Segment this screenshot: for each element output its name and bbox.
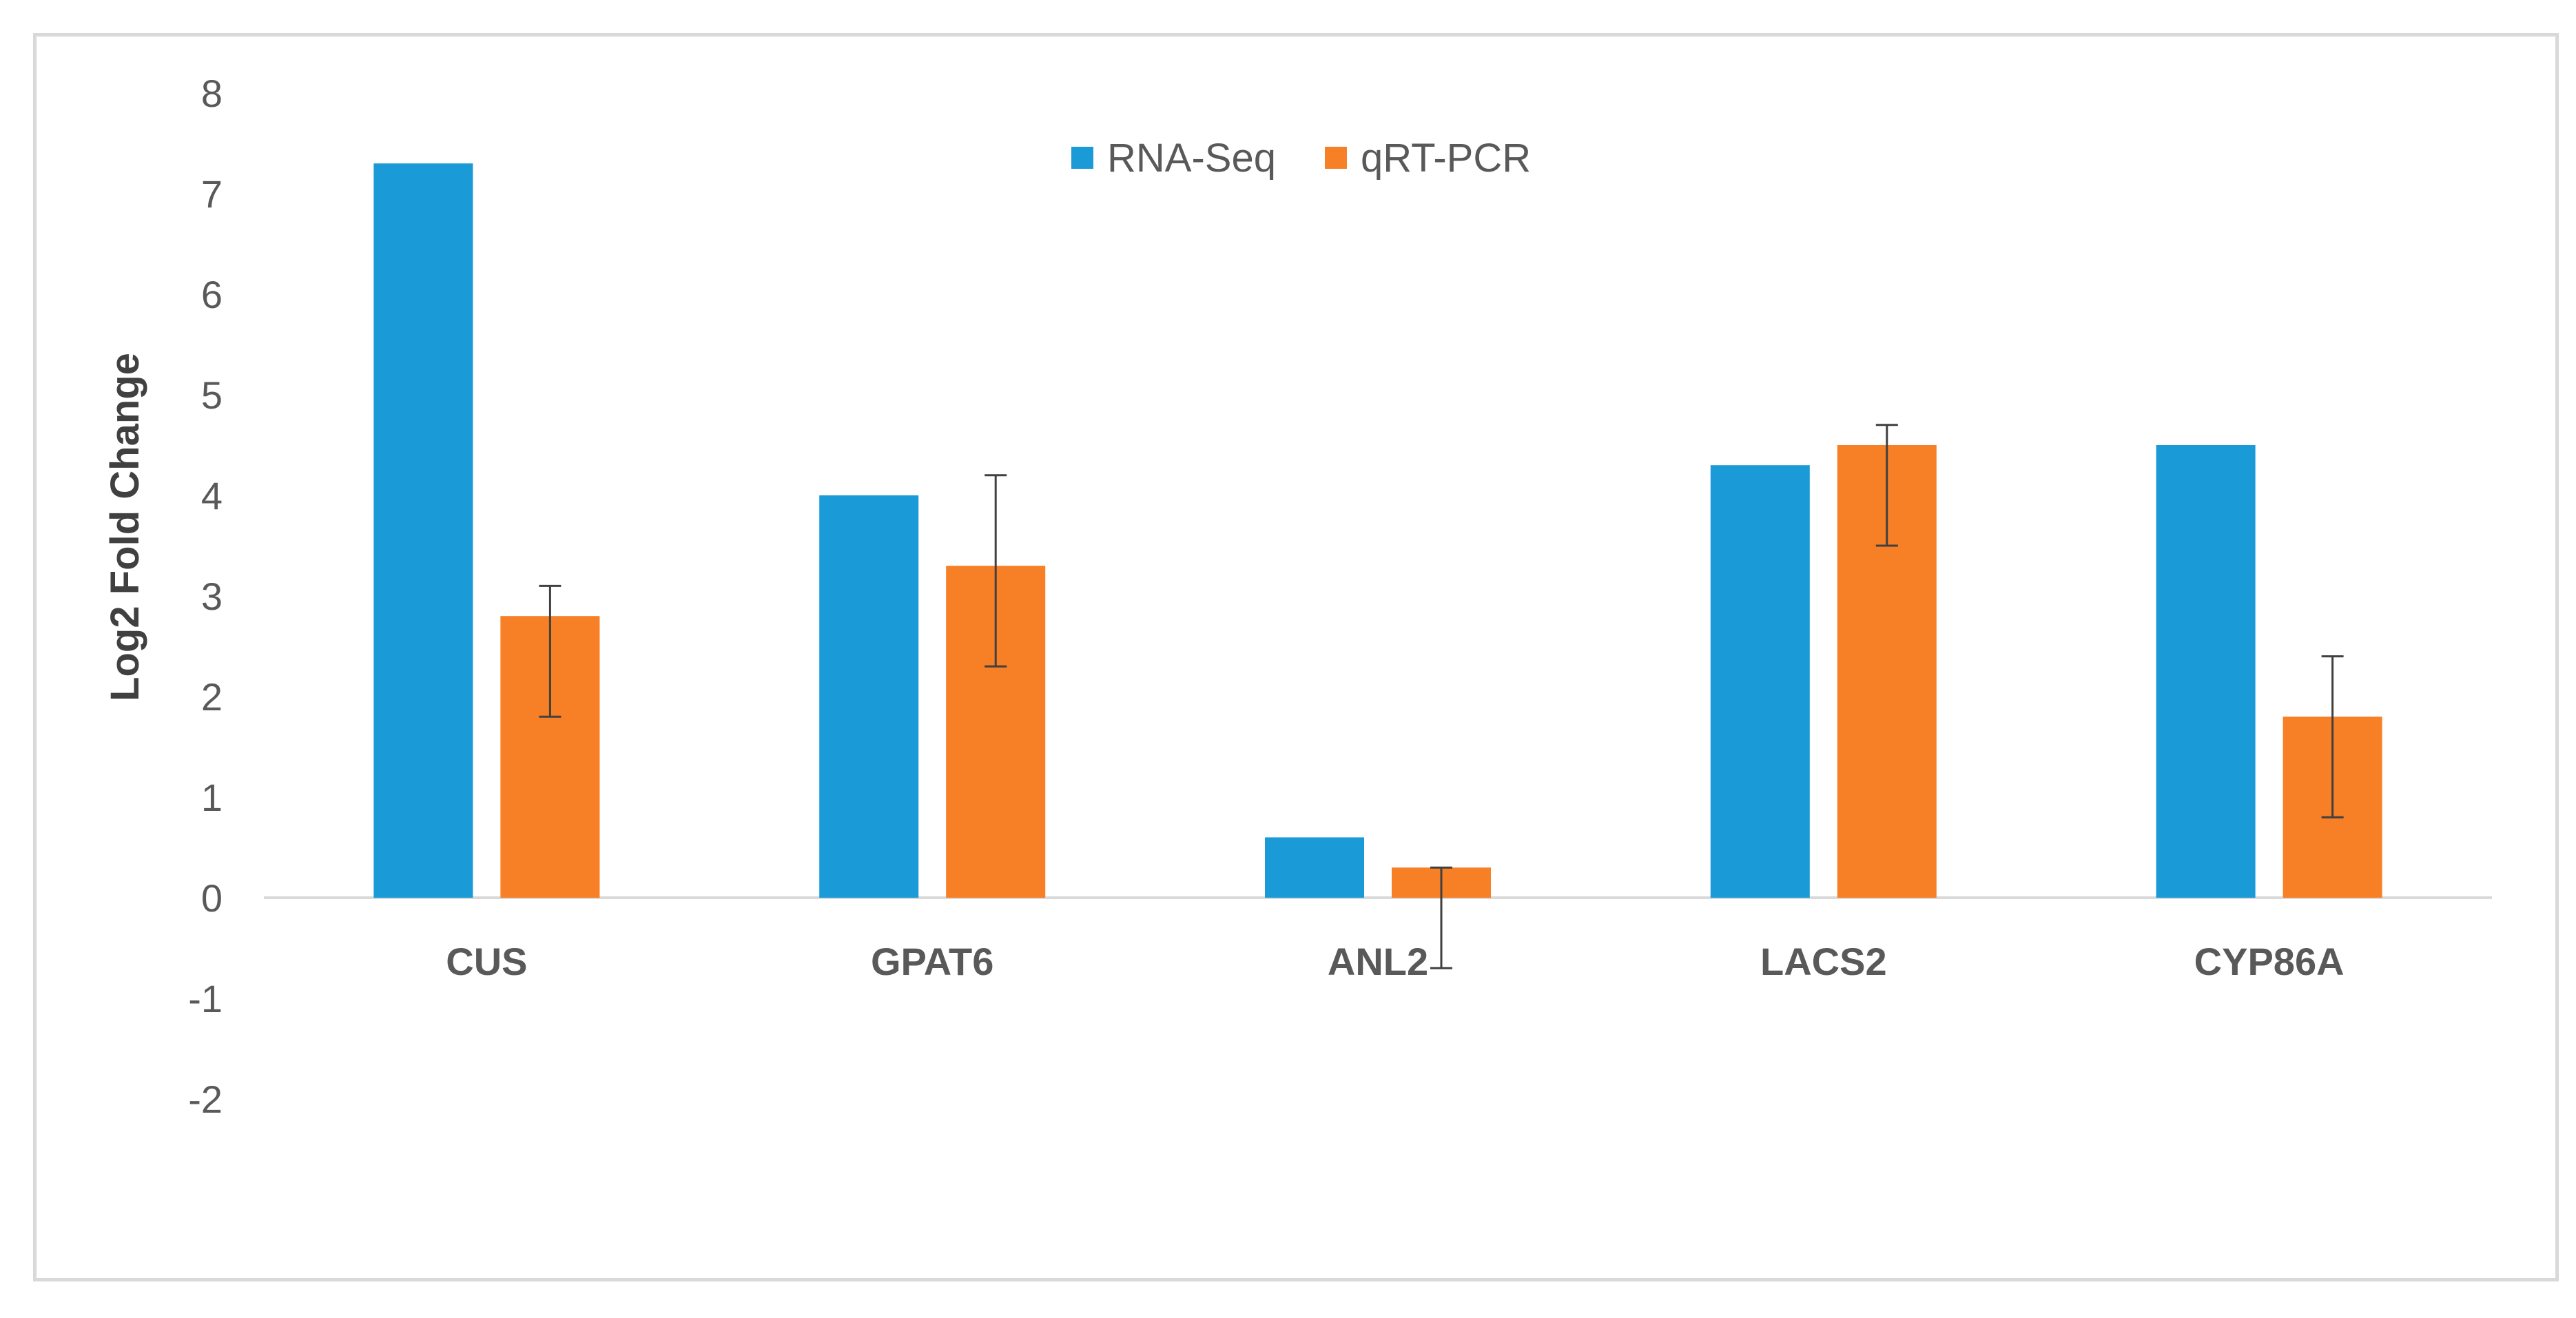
y-tick-label: 3 [201,575,223,618]
y-tick-label: -1 [188,977,223,1020]
y-tick-label: 6 [201,273,223,316]
y-tick-label: 8 [201,72,223,115]
error-bar-group [539,424,2344,969]
bar-group [373,163,2382,898]
y-tick-label: 0 [201,876,223,920]
bar-rna-seq-cyp86a [2156,445,2256,898]
y-tick-label: 4 [201,474,223,517]
category-labels: CUS GPAT6 ANL2 LACS2 CYP86A [446,940,2344,983]
bar-rna-seq-gpat6 [819,495,919,898]
legend-swatch-qrt-pcr [1325,147,1347,169]
y-tick-label: 1 [201,776,223,819]
y-tick-label: 2 [201,675,223,719]
x-category-label: ANL2 [1328,940,1428,983]
bar-rna-seq-anl2 [1265,837,1364,898]
legend: RNA-Seq qRT-PCR [1071,136,1531,181]
legend-label-rna-seq: RNA-Seq [1107,136,1276,181]
y-axis-title: Log2 Fold Change [103,353,147,701]
bar-rna-seq-lacs2 [1710,465,1810,898]
y-tick-label: 7 [201,172,223,216]
x-category-label: LACS2 [1760,940,1887,983]
legend-swatch-rna-seq [1071,147,1093,169]
chart-frame: 8 7 6 5 4 3 2 1 0 -1 -2 CUS GPAT6 ANL2 LACS2 CYP86A Lo… [33,33,2559,1281]
y-tick-label: 5 [201,373,223,417]
x-category-label: GPAT6 [871,940,993,983]
bar-rna-seq-cus [373,163,473,898]
chart-svg: 8 7 6 5 4 3 2 1 0 -1 -2 CUS GPAT6 ANL2 LACS2 CYP86A Lo… [103,72,2492,1121]
y-axis-ticks: 8 7 6 5 4 3 2 1 0 -1 -2 [188,72,223,1121]
x-category-label: CUS [446,940,527,983]
y-tick-label: -2 [188,1078,223,1121]
x-category-label: CYP86A [2194,940,2345,983]
legend-label-qrt-pcr: qRT-PCR [1361,136,1531,181]
